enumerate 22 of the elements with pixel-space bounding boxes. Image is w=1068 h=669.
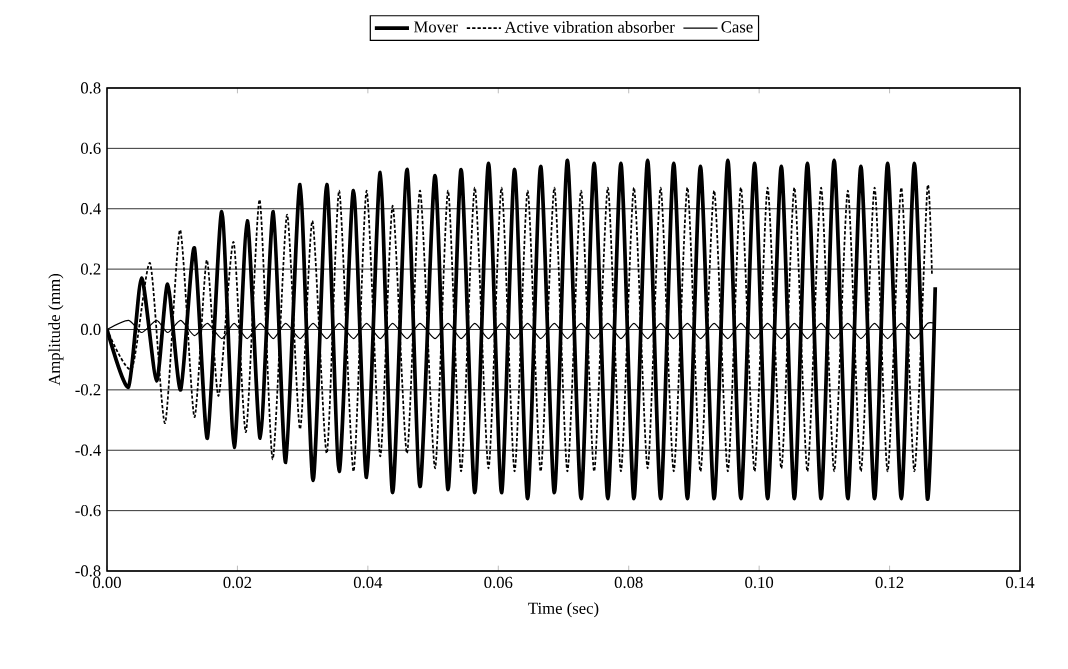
x-tick-label: 0.08: [614, 576, 643, 589]
legend-label: Mover: [413, 21, 458, 33]
x-tick-label: 0.06: [484, 576, 513, 589]
y-tick-label: -0.8: [75, 565, 101, 577]
x-axis-title: Time (sec): [528, 602, 599, 618]
x-tick-label: 0.14: [1006, 576, 1035, 589]
y-axis-title: Amplitude (mm): [48, 274, 64, 386]
x-tick-label: 0.12: [875, 576, 904, 589]
y-tick-label: -0.4: [75, 444, 101, 456]
x-tick-label: 0.04: [353, 576, 383, 589]
x-tick-label: 0.10: [745, 576, 774, 589]
y-tick-label: -0.2: [75, 384, 101, 396]
x-tick-label: 0.02: [223, 576, 252, 589]
x-tick-label: 0.00: [93, 576, 121, 589]
legend-label: Case: [721, 21, 753, 33]
y-tick-label: 0.8: [80, 82, 101, 94]
y-tick-label: -0.6: [75, 504, 101, 517]
y-tick-label: 0.0: [80, 323, 101, 336]
y-tick-label: 0.2: [80, 263, 101, 275]
y-tick-label: 0.6: [80, 142, 101, 155]
y-tick-label: 0.4: [80, 203, 101, 215]
legend-label: Active vibration absorber: [504, 21, 675, 33]
